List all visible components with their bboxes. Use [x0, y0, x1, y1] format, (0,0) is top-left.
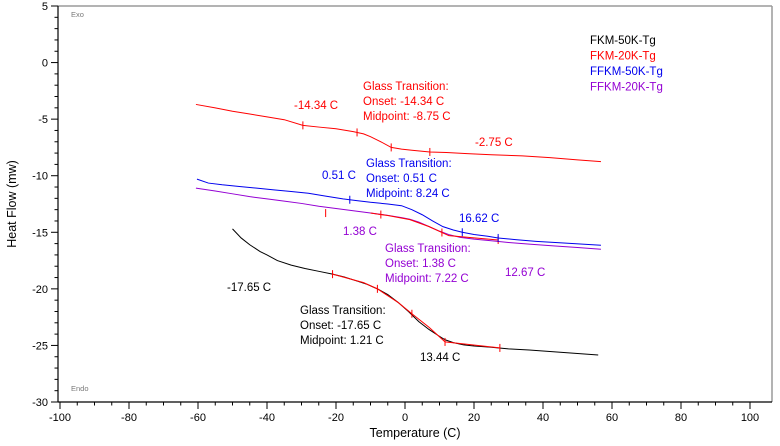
y-tick-label: 0 — [42, 58, 48, 70]
curve-fkm-50k-tg — [232, 228, 599, 356]
endo-label: Endo — [71, 384, 89, 393]
x-tick-label: 80 — [675, 412, 687, 424]
annotation-fkm50k-onset-label: -17.65 C — [227, 282, 271, 294]
analysis-overlay-fkm-50k-tg — [332, 273, 500, 349]
annotation-ffkm50k-onset-label: 0.51 C — [322, 170, 356, 182]
x-tick-label: -20 — [328, 412, 344, 424]
x-tick-label: 20 — [468, 412, 480, 424]
annotation-ffkm20k-gt-block: Glass Transition: Onset: 1.38 C Midpoint: … — [385, 243, 471, 285]
annotation-fkm50k-gt-block: Glass Transition: Onset: -17.65 C Midpoint… — [300, 305, 386, 347]
x-tick-label: -60 — [190, 412, 206, 424]
x-tick-label: 100 — [741, 412, 759, 424]
legend-entry-fkm-20k-tg: FKM-20K-Tg — [590, 51, 656, 63]
y-tick-label: -20 — [32, 284, 48, 296]
legend-entry-fkm-50k-tg: FKM-50K-Tg — [590, 35, 656, 47]
x-tick-label: -80 — [121, 412, 137, 424]
y-tick-label: -10 — [32, 171, 48, 183]
y-tick-label: -25 — [32, 340, 48, 352]
annotation-fkm20k-gt-block: Glass Transition: Onset: -14.34 C Midpoint… — [363, 81, 451, 123]
y-axis-title: Heat Flow (mw) — [5, 160, 19, 248]
curve-ffkm-50k-tg — [196, 178, 601, 246]
y-tick-label: -5 — [38, 114, 48, 126]
annotation-ffkm20k-end-label: 12.67 C — [505, 267, 545, 279]
annotation-fkm50k-end-label: 13.44 C — [420, 352, 460, 364]
legend-entry-ffkm-20k-tg: FFKM-20K-Tg — [590, 82, 663, 94]
x-tick-label: -40 — [259, 412, 275, 424]
x-tick-label: 60 — [606, 412, 618, 424]
x-tick-label: 0 — [402, 412, 408, 424]
annotation-ffkm20k-onset-label: 1.38 C — [343, 226, 377, 238]
x-tick-label: 40 — [537, 412, 549, 424]
annotation-fkm20k-end-label: -2.75 C — [475, 137, 513, 149]
y-tick-label: 5 — [42, 1, 48, 13]
y-tick-label: -15 — [32, 227, 48, 239]
analysis-overlay-ffkm-20k-tg — [370, 212, 499, 241]
x-tick-label: -100 — [49, 412, 71, 424]
annotation-ffkm50k-gt-block: Glass Transition: Onset: 0.51 C Midpoint: … — [366, 158, 452, 200]
x-axis-title: Temperature (C) — [370, 426, 461, 440]
annotation-ffkm50k-end-label: 16.62 C — [459, 213, 499, 225]
annotation-fkm20k-onset-label: -14.34 C — [294, 100, 338, 112]
y-tick-label: -30 — [32, 397, 48, 409]
curve-fkm-20k-tg — [195, 103, 601, 163]
exo-label: Exo — [71, 10, 84, 19]
legend-entry-ffkm-50k-tg: FFKM-50K-Tg — [590, 66, 663, 78]
